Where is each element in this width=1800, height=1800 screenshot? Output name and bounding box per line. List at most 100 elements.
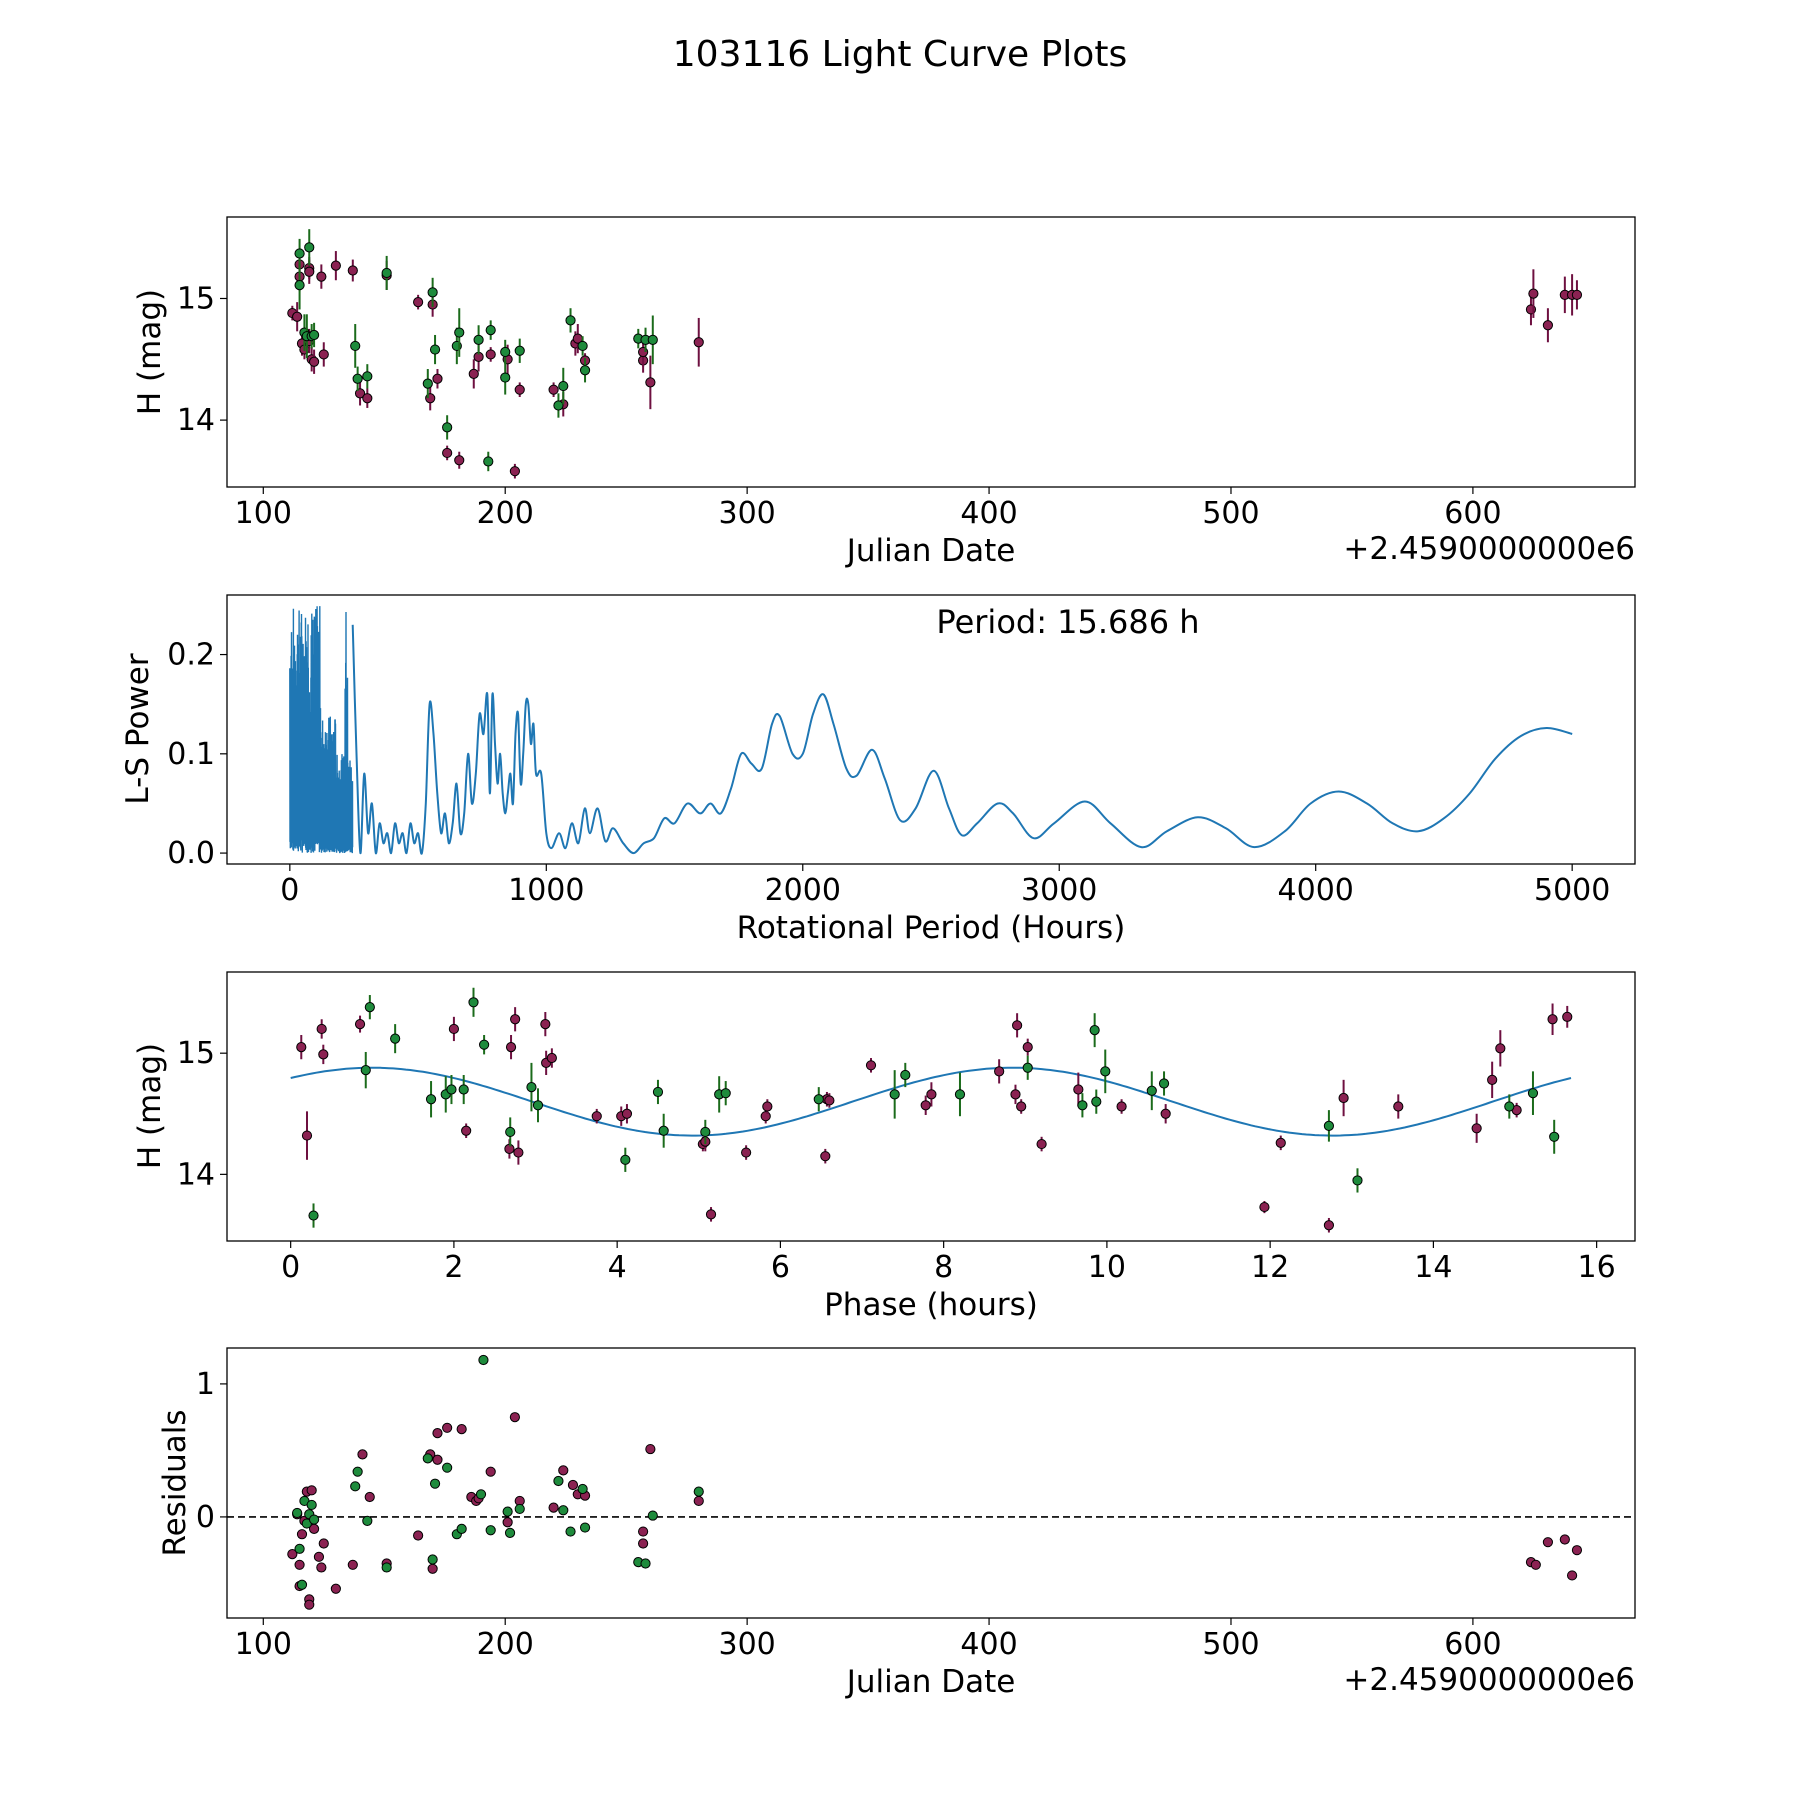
residuals-point-maroon [313,1551,325,1562]
periodogram-series-line [351,624,1573,855]
residuals-point-maroon [296,1529,308,1540]
phased-xtick-label: 4 [608,1250,627,1285]
residuals-xtick-label: 600 [1444,1627,1501,1662]
phased-ytick-label: 14 [177,1157,215,1192]
residuals-point-maroon [509,1412,520,1423]
residuals-point-green [362,1515,373,1527]
residuals-point-maroon [427,1563,438,1574]
phased-ytick-label: 15 [177,1036,215,1071]
residuals-point-maroon [1559,1534,1570,1545]
periodogram-xlabel: Rotational Period (Hours) [737,910,1126,946]
phased-point-green [458,1084,469,1095]
periodogram-ylabel: L-S Power [120,653,156,804]
phased-point-maroon [1022,1042,1033,1053]
residuals-point-maroon [1571,1545,1583,1556]
phased-point-green [1091,1096,1102,1107]
lightcurve-offset-label: +2.4590000000e6 [1343,531,1635,567]
residuals-point-green [577,1483,588,1495]
lightcurve-point-green [304,242,315,253]
residuals-point-green [640,1558,651,1569]
periodogram-xtick-label: 5000 [1534,873,1610,908]
residuals-point-green [294,1543,305,1554]
phased-point-maroon [865,1060,877,1071]
lightcurve-point-green [454,327,465,338]
phased-xtick-label: 14 [1414,1250,1452,1285]
residuals-xtick-label: 200 [477,1627,534,1662]
residuals-point-maroon [693,1495,704,1507]
lightcurve-point-maroon [292,311,303,322]
periodogram-xtick-label: 3000 [1021,873,1097,908]
phased-point-maroon [1547,1014,1558,1025]
residuals-point-maroon [413,1530,424,1541]
figure-title: 103116 Light Curve Plots [673,34,1127,75]
phased-point-green [1504,1101,1515,1112]
lightcurve-point-maroon [432,373,443,384]
residuals-point-maroon [558,1465,569,1476]
lightcurve-point-maroon [693,337,704,348]
phased-point-maroon [1116,1101,1127,1112]
residuals-ytick-label: 1 [196,1367,215,1402]
phased-point-green [446,1084,457,1095]
phased-point-green [658,1125,669,1136]
phased-point-green [468,997,479,1008]
residuals-panel: 100 200 300 400 500 600 0 1 Julian Date +2.4590… [157,1347,1636,1700]
lightcurve-xtick-label: 200 [477,496,534,531]
phased-point-maroon [316,1023,327,1035]
phased-point-green [308,1210,319,1221]
residuals-point-green [308,1514,320,1525]
periodogram-ticks: 0 1000 2000 3000 4000 5000 0.0 0.1 0.2 [167,638,1610,908]
lightcurve-xtick-label: 500 [1202,496,1259,531]
residuals-point-maroon [330,1583,341,1594]
residuals-point-green [306,1499,317,1511]
periodogram-xtick-label: 1000 [508,873,584,908]
residuals-point-green [429,1478,441,1489]
phased-point-green [1100,1066,1111,1077]
residuals-point-green [292,1507,303,1519]
phased-point-maroon [920,1100,931,1111]
lightcurve-panel: 100 200 300 400 500 600 14 15 Julian Date +2.45… [132,216,1636,569]
phased-xtick-label: 12 [1251,1250,1289,1285]
phased-point-green [720,1088,731,1099]
phased-point-maroon [1275,1137,1286,1148]
phased-point-green [1527,1088,1539,1099]
phased-xtick-label: 6 [771,1250,790,1285]
residuals-axes-frame [226,1347,1636,1619]
residuals-point-maroon [432,1454,443,1465]
lightcurve-marks [287,229,1583,479]
lightcurve-point-green [294,280,305,291]
residuals-point-green [553,1475,564,1487]
residuals-point-maroon [287,1549,298,1560]
residuals-point-green [350,1481,361,1492]
residuals-point-maroon [357,1449,368,1460]
residuals-xlabel: Julian Date [845,1664,1016,1700]
lightcurve-xtick-label: 300 [719,496,776,531]
lightcurve-point-green [577,340,588,352]
periodogram-dense-series [289,606,354,854]
lightcurve-point-maroon [485,349,496,360]
lightcurve-point-green [514,345,525,356]
phased-point-maroon [1012,1020,1023,1031]
phased-point-maroon [513,1147,524,1158]
lightcurve-point-green [422,378,433,389]
residuals-point-green [565,1526,576,1537]
lightcurve-point-maroon [318,349,329,360]
residuals-point-maroon [1566,1570,1578,1581]
residuals-point-green [427,1554,438,1565]
phased-point-maroon [820,1151,831,1162]
phased-point-green [954,1089,966,1100]
residuals-marks [227,1354,1635,1610]
phased-point-green [360,1065,371,1076]
lightcurve-ytick-label: 15 [177,281,215,316]
phased-point-maroon [824,1095,835,1106]
residuals-xtick-label: 100 [235,1627,292,1662]
phased-point-maroon [1016,1101,1027,1112]
residuals-point-maroon [1530,1559,1541,1570]
residuals-point-maroon [294,1559,305,1570]
phased-xtick-label: 10 [1088,1250,1126,1285]
lightcurve-point-maroon [1528,288,1539,299]
phased-point-maroon [301,1130,313,1141]
residuals-point-maroon [432,1428,443,1439]
phased-point-maroon [546,1052,557,1064]
lightcurve-point-maroon [514,384,525,395]
